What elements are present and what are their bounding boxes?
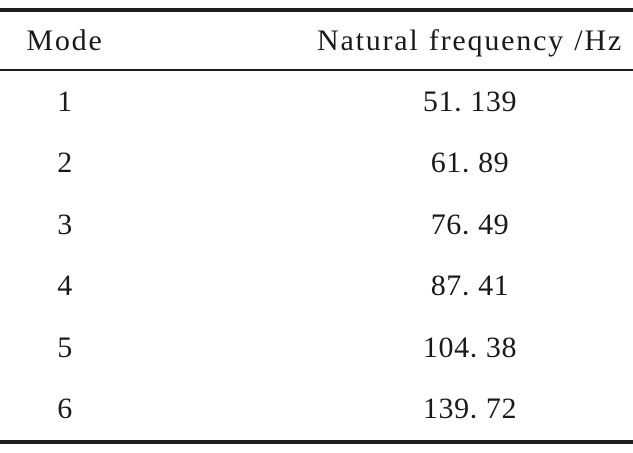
frequency-cell: 87. 41 <box>430 269 510 303</box>
frequency-column-header: Natural frequency /Hz <box>317 23 623 57</box>
table-row: 3 76. 49 <box>0 194 633 256</box>
mode-cell: 2 <box>57 146 73 180</box>
mode-cell: 6 <box>57 392 73 426</box>
frequency-cell: 76. 49 <box>430 207 510 241</box>
frequency-cell: 104. 38 <box>422 330 518 364</box>
table-row: 4 87. 41 <box>0 256 633 318</box>
table-top-rule <box>0 8 633 12</box>
mode-cell: 5 <box>57 330 73 364</box>
mode-column-header: Mode <box>26 23 104 57</box>
frequency-cell: 51. 139 <box>422 84 518 118</box>
table-bottom-rule <box>0 440 633 444</box>
table-row: 2 61. 89 <box>0 133 633 195</box>
mode-cell: 1 <box>57 84 73 118</box>
mode-cell: 3 <box>57 207 73 241</box>
frequency-cell: 139. 72 <box>422 392 518 426</box>
table-header-rule <box>0 69 633 71</box>
frequency-cell: 61. 89 <box>430 146 510 180</box>
table-body: 1 51. 139 2 61. 89 3 76. 49 4 87. 41 5 1… <box>0 71 633 440</box>
table-row: 5 104. 38 <box>0 317 633 379</box>
mode-cell: 4 <box>57 269 73 303</box>
table-row: 1 51. 139 <box>0 71 633 133</box>
table-row: 6 139. 72 <box>0 379 633 441</box>
table-header-row: Mode Natural frequency /Hz <box>0 12 633 69</box>
